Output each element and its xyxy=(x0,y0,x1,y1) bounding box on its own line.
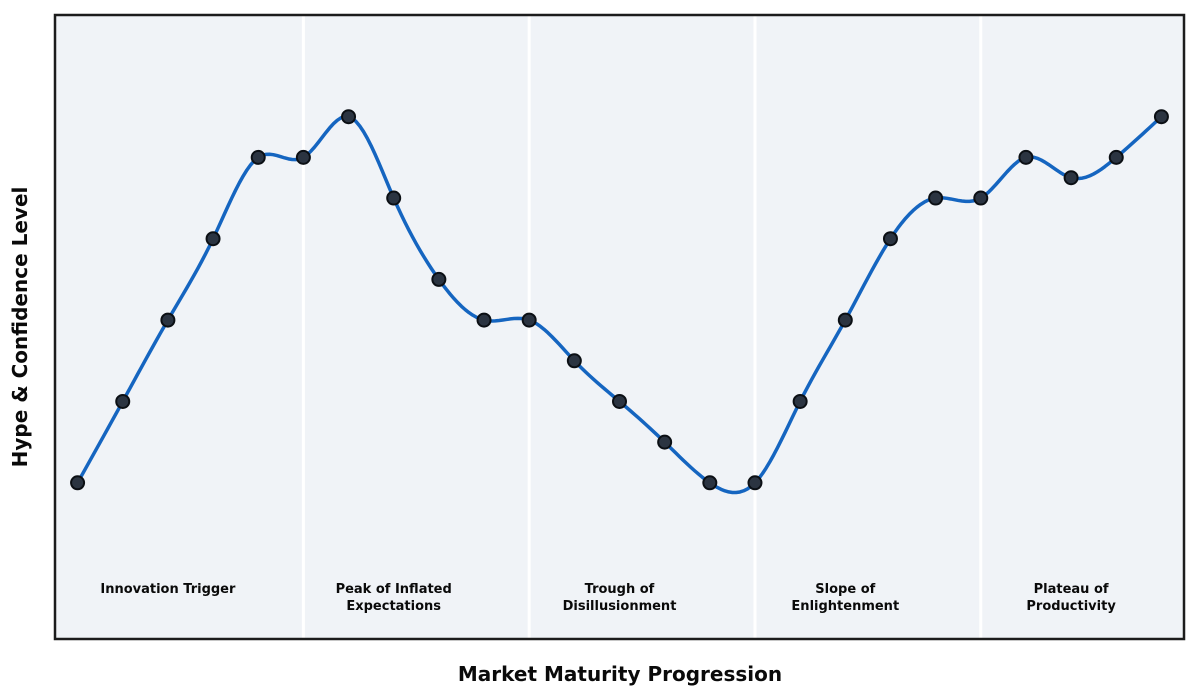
data-point-marker xyxy=(792,393,808,409)
phase-label-innovation-trigger: Innovation Trigger xyxy=(100,582,236,597)
data-point-marker xyxy=(566,353,582,369)
phase-label-trough-of-disillusionment: Trough of Disillusionment xyxy=(562,582,677,614)
data-point-marker xyxy=(250,149,266,165)
data-point-marker xyxy=(612,393,627,409)
data-point-marker xyxy=(160,312,176,328)
data-point-marker xyxy=(386,190,402,206)
data-point-marker xyxy=(521,312,537,328)
data-point-marker xyxy=(431,271,447,287)
data-point-marker xyxy=(702,475,718,491)
data-point-marker xyxy=(657,434,673,450)
data-point-marker xyxy=(1018,149,1034,165)
phase-label-slope-of-enlightenment: Slope of Enlightenment xyxy=(791,582,900,614)
data-point-marker xyxy=(476,312,492,328)
data-point-marker xyxy=(882,231,898,247)
data-point-marker xyxy=(70,475,86,491)
data-point-marker xyxy=(1108,149,1124,165)
data-point-marker xyxy=(1063,170,1079,186)
data-point-marker xyxy=(115,393,131,409)
data-point-marker xyxy=(341,109,357,125)
data-point-marker xyxy=(1153,109,1169,125)
data-point-marker xyxy=(973,190,989,206)
y-axis-label: Hype & Confidence Level xyxy=(8,186,32,468)
data-point-marker xyxy=(295,149,311,165)
plot-background xyxy=(55,15,1184,639)
data-point-marker xyxy=(205,231,221,247)
phase-label-plateau-of-productivity: Plateau of Productivity xyxy=(1026,582,1116,614)
x-axis-label: Market Maturity Progression xyxy=(457,662,783,686)
data-point-marker xyxy=(747,475,763,491)
phase-label-peak-of-inflated-expectations: Peak of Inflated Expectations xyxy=(335,582,452,614)
data-point-marker xyxy=(837,312,853,328)
plot-border xyxy=(53,13,1186,641)
data-point-marker xyxy=(928,190,944,206)
